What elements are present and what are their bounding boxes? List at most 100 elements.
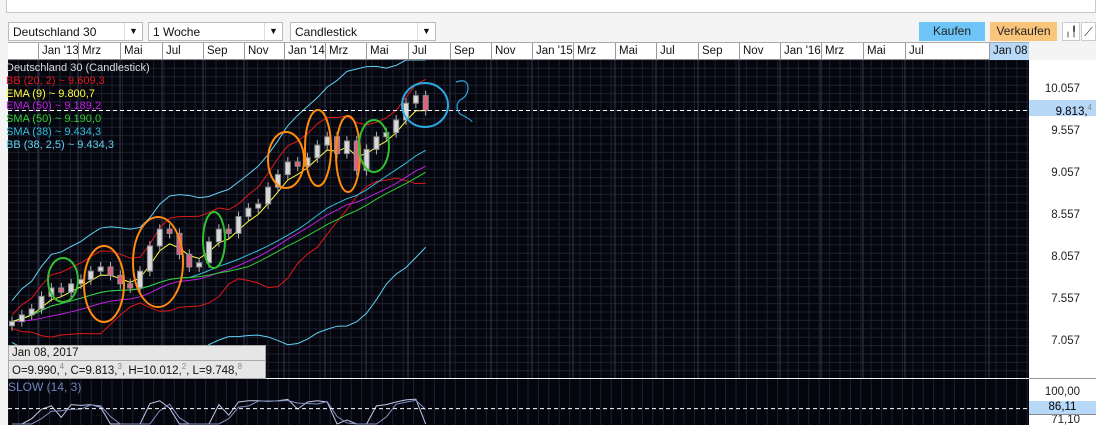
candle [393, 119, 400, 134]
draw-line-icon[interactable]: ⟋ [1081, 22, 1096, 41]
time-axis-label: Mrz [821, 43, 844, 60]
time-axis-label: Mrz [325, 43, 348, 60]
chevron-down-icon: ▼ [417, 23, 435, 40]
buy-button[interactable]: Kaufen [919, 22, 985, 41]
annotation-ellipse [358, 119, 390, 173]
time-axis-label: Sep [450, 43, 474, 60]
candle [18, 314, 25, 323]
candle [97, 266, 104, 272]
time-axis-label: Jan '14 [284, 43, 325, 60]
slow-k-line [12, 398, 427, 425]
candle [68, 283, 75, 293]
sma50-line [11, 171, 426, 323]
candle [245, 207, 252, 218]
ohlc-tooltip: Jan 08, 2017 O=9.990,4, C=9.813,3, H=10.… [8, 345, 266, 379]
chevron-down-icon: ▼ [264, 23, 282, 40]
candle [137, 270, 144, 289]
oscillator-panel[interactable]: SLOW (14, 3) [8, 379, 1029, 425]
time-axis-label: Jan '16 [780, 43, 821, 60]
oscillator-label: SLOW (14, 3) [8, 380, 82, 394]
top-bar [6, 0, 1096, 13]
candle [156, 228, 163, 247]
price-tick: 9.557 [1051, 125, 1080, 137]
price-tick: 8.557 [1051, 209, 1080, 221]
price-tick: 7.057 [1051, 335, 1080, 347]
time-axis-label: Nov [244, 43, 268, 60]
candle [235, 216, 242, 234]
legend-item: SMA (50) ~ 9.190,0 [6, 113, 102, 126]
legend-item: EMA (9) ~ 9.800,7 [6, 87, 95, 100]
chevron-down-icon: ▼ [124, 23, 142, 40]
time-axis-label: Jul [162, 43, 181, 60]
slow-d-line [12, 399, 427, 425]
time-axis-label: Mrz [78, 43, 101, 60]
candle [186, 253, 193, 268]
candle [363, 148, 370, 171]
current-price-label: 9.813,4 [1029, 100, 1096, 118]
candle [28, 308, 35, 316]
legend-item: BB (38, 2,5) ~ 9.434,3 [6, 138, 114, 151]
chart-type-value: Candlestick [295, 25, 358, 39]
instrument-select[interactable]: Deutschland 30 ▼ [8, 22, 143, 41]
candle [294, 161, 301, 167]
candle [225, 228, 232, 234]
time-axis-label: Jan 08 [989, 43, 1029, 60]
legend-item: SMA (38) ~ 9.434,3 [6, 125, 102, 138]
time-axis-label: Mai [120, 43, 143, 60]
oscillator-svg [8, 379, 1029, 425]
candle [127, 283, 134, 289]
time-axis-label: Nov [739, 43, 763, 60]
osc-current: 86,11 [1029, 401, 1096, 415]
candle [215, 228, 222, 243]
annotation-ellipse [401, 82, 449, 128]
annotation-ellipse [47, 257, 79, 303]
time-axis-label: Sep [203, 43, 227, 60]
time-axis-label: Jul [656, 43, 675, 60]
candle [166, 228, 173, 234]
candle [324, 136, 331, 146]
annotation-ellipse [83, 245, 125, 323]
candle [77, 279, 84, 285]
candle [422, 95, 429, 111]
time-axis-label: Jul [408, 43, 427, 60]
candle [274, 174, 281, 188]
price-tick: 9.057 [1051, 167, 1080, 179]
time-axis-label: Jan '13 [38, 43, 79, 60]
candle [255, 203, 262, 209]
chart-type-select[interactable]: Candlestick ▼ [290, 22, 436, 41]
candle [412, 95, 419, 104]
bb20-upper [11, 78, 426, 316]
time-axis-label: Mai [615, 43, 638, 60]
bb38-upper [11, 60, 426, 301]
candle [206, 241, 212, 264]
candlestick-icon[interactable]: ╷╿ [1062, 22, 1080, 41]
osc-tick: 71,10 [1051, 415, 1080, 425]
time-axis-label: Mrz [573, 43, 596, 60]
legend-title: Deutschland 30 (Candlestick) [6, 62, 150, 74]
interval-select[interactable]: 1 Woche ▼ [148, 22, 283, 41]
interval-value: 1 Woche [153, 25, 201, 39]
annotation-ellipse [202, 211, 226, 269]
time-axis-label: Mai [863, 43, 886, 60]
price-tick: 10.057 [1044, 83, 1080, 95]
time-axis-label: Jul [905, 43, 924, 60]
instrument-value: Deutschland 30 [13, 25, 97, 39]
candle [343, 140, 350, 155]
candle [87, 270, 94, 281]
candle [373, 136, 380, 150]
bb20-lower [11, 177, 426, 338]
time-axis-label: Sep [698, 43, 722, 60]
time-axis-label: Nov [491, 43, 515, 60]
price-tick: 8.057 [1051, 251, 1080, 263]
candle [284, 161, 291, 176]
annotation-ellipse [304, 109, 332, 187]
time-axis-label: Jan '15 [532, 43, 573, 60]
price-chart[interactable] [8, 60, 1029, 378]
candle [107, 266, 114, 276]
candle [58, 287, 65, 293]
candle [146, 245, 153, 272]
sell-button[interactable]: Verkaufen [990, 22, 1057, 41]
time-axis-label: Mai [366, 43, 389, 60]
annotation-question-mark [455, 80, 473, 123]
time-axis: Jan '13 Mrz Mai Jul Sep Nov Jan '14 Mrz Mai Jul Se… [8, 42, 1029, 60]
